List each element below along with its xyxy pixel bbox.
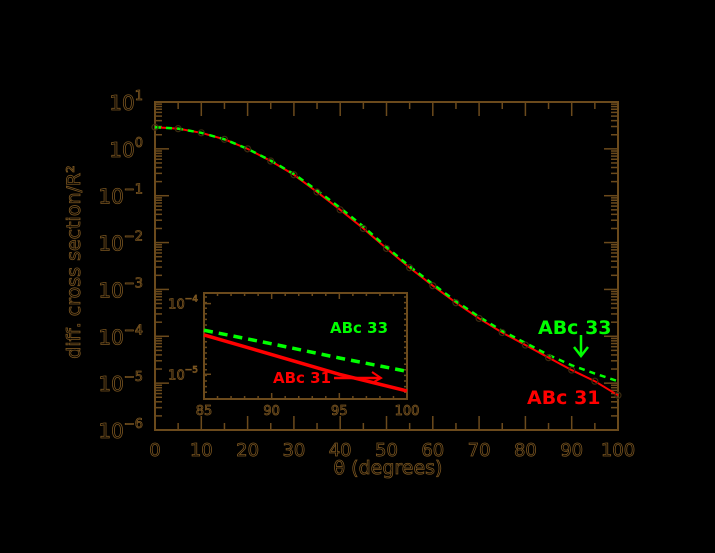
inset-y-tick-label: 10−5 bbox=[168, 365, 198, 383]
y-tick-label: 10−3 bbox=[98, 276, 143, 302]
data-point-marker bbox=[406, 264, 414, 272]
main-curves bbox=[151, 123, 622, 399]
data-point-marker bbox=[614, 391, 622, 399]
data-point-marker bbox=[267, 157, 275, 165]
inset-series-line bbox=[203, 328, 408, 374]
x-tick-label: 100 bbox=[601, 440, 635, 461]
data-point-marker bbox=[290, 171, 298, 179]
y-axis-label: diff. cross section/R² bbox=[63, 165, 85, 358]
x-tick-label: 10 bbox=[190, 440, 213, 461]
data-point-marker bbox=[429, 282, 437, 290]
data-point-marker bbox=[220, 135, 229, 143]
y-tick-label: 10−1 bbox=[98, 183, 143, 209]
y-tick-label: 100 bbox=[109, 136, 143, 162]
x-axis-label: θ (degrees) bbox=[334, 457, 443, 479]
x-tick-label: 60 bbox=[421, 440, 444, 461]
inset-x-tick-label: 95 bbox=[331, 404, 348, 419]
inset-plot: 85 90 95 100 10−4 10−5 ABc 33 ABc 31 bbox=[168, 292, 420, 419]
data-point-marker bbox=[452, 299, 460, 307]
data-point-marker bbox=[591, 377, 599, 385]
data-point-marker bbox=[197, 129, 205, 137]
data-point-marker bbox=[151, 123, 159, 131]
data-point-marker bbox=[174, 125, 182, 133]
data-point-marker bbox=[475, 314, 483, 323]
main-axes: 0 10 20 30 40 50 60 70 80 90 100 10−6 10−5 10−4 10−3 10… bbox=[98, 89, 636, 462]
data-point-marker bbox=[313, 188, 321, 196]
data-point-marker bbox=[336, 206, 344, 214]
data-point-marker bbox=[382, 244, 391, 253]
inset-label-abc31: ABc 31 bbox=[273, 369, 331, 387]
label-abc31-main: ABc 31 bbox=[527, 387, 601, 409]
y-tick-label: 101 bbox=[109, 89, 143, 115]
series-line bbox=[154, 125, 619, 383]
y-tick-label: 10−5 bbox=[98, 370, 143, 396]
data-point-marker bbox=[244, 145, 252, 153]
label-abc33-main: ABc 33 bbox=[538, 317, 612, 339]
data-point-marker bbox=[544, 354, 553, 362]
y-tick-label: 10−4 bbox=[98, 323, 143, 349]
inset-label-abc33: ABc 33 bbox=[330, 319, 388, 337]
arrow-right-icon bbox=[334, 371, 383, 384]
x-tick-label: 70 bbox=[468, 440, 491, 461]
inset-x-tick-label: 100 bbox=[395, 404, 420, 419]
data-point-marker bbox=[568, 366, 576, 374]
arrow-down-icon bbox=[573, 335, 589, 359]
y-tick-label: 10−2 bbox=[98, 230, 143, 256]
data-point-marker bbox=[521, 341, 530, 349]
data-point-marker bbox=[359, 224, 367, 233]
x-tick-label: 40 bbox=[329, 440, 352, 461]
inset-x-tick-label: 85 bbox=[196, 404, 213, 419]
inset-x-tick-label: 90 bbox=[263, 404, 280, 419]
x-tick-label: 0 bbox=[149, 440, 160, 461]
x-tick-label: 50 bbox=[375, 440, 398, 461]
y-tick-label: 10−6 bbox=[98, 417, 143, 443]
x-tick-label: 20 bbox=[236, 440, 259, 461]
data-point-marker bbox=[498, 328, 506, 337]
x-tick-label: 80 bbox=[514, 440, 537, 461]
x-tick-label: 90 bbox=[560, 440, 583, 461]
x-tick-label: 30 bbox=[282, 440, 305, 461]
inset-y-tick-label: 10−4 bbox=[168, 295, 198, 313]
